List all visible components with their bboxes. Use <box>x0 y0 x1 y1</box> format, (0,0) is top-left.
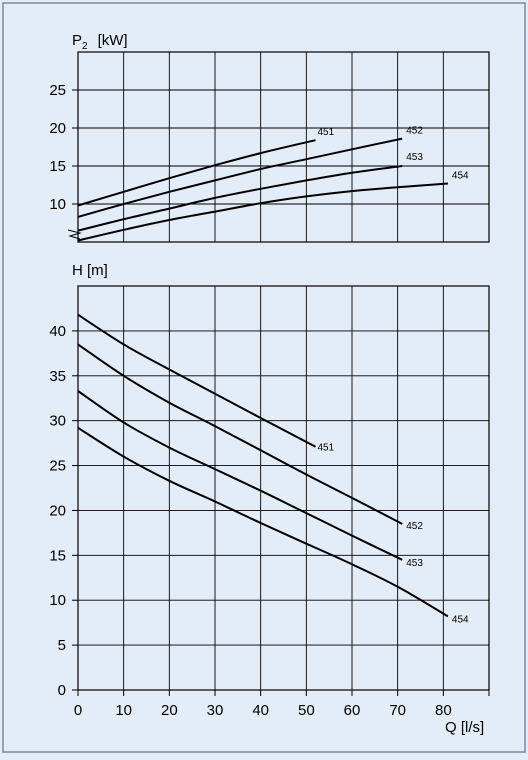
power-series-452-label: 452 <box>406 126 423 137</box>
head-xtick-label: 40 <box>252 702 269 719</box>
head-xtick-label: 70 <box>389 702 406 719</box>
head-series-452-label: 452 <box>406 521 423 532</box>
power-ylabel-unit: [kW] <box>98 32 128 49</box>
head-ytick-label: 10 <box>49 592 66 609</box>
power-ytick-label: 25 <box>49 82 66 99</box>
head-ytick-label: 35 <box>49 368 66 385</box>
head-xtick-label: 50 <box>298 702 315 719</box>
head-series-452-line <box>77 343 403 525</box>
head-series-454-label: 454 <box>452 614 469 625</box>
power-ytick-label: 10 <box>49 196 66 213</box>
head-xtick-label: 80 <box>435 702 452 719</box>
head-ytick-label: 0 <box>58 682 66 699</box>
head-xtick-label: 0 <box>74 702 82 719</box>
head-series-453-line <box>77 390 403 561</box>
power-series-454-line <box>77 182 448 242</box>
power-ylabel-sub: 2 <box>82 41 88 52</box>
head-frame <box>77 285 490 691</box>
head-ylabel: H [m] <box>72 262 108 279</box>
axis-break-marker <box>67 229 82 240</box>
head-ytick-label: 15 <box>49 547 66 564</box>
head-ytick-label: 25 <box>49 458 66 475</box>
power-panel: P2 [kW] 10 15 20 25 451 452 453 454 <box>49 32 490 243</box>
head-xtick-label: 30 <box>207 702 224 719</box>
power-ylabel: P2 [kW] <box>72 32 128 52</box>
power-series-454-label: 454 <box>452 170 469 181</box>
power-series-453-label: 453 <box>406 152 423 163</box>
head-ytick-label: 20 <box>49 502 66 519</box>
head-xtick-label: 60 <box>344 702 361 719</box>
head-plot-area <box>78 286 489 690</box>
head-xtick-label: 10 <box>115 702 132 719</box>
power-series-453-line <box>77 165 403 232</box>
head-series-454-line <box>77 426 449 618</box>
head-xtick-label: 20 <box>161 702 178 719</box>
power-ytick-label: 20 <box>49 120 66 137</box>
head-series-453-label: 453 <box>406 558 423 569</box>
head-series-451-label: 451 <box>317 443 334 454</box>
head-ytick-label: 5 <box>58 637 66 654</box>
head-ytick-label: 30 <box>49 413 66 430</box>
power-frame <box>77 51 490 243</box>
power-ylabel-main: P <box>72 32 82 49</box>
head-series-451-line <box>77 313 316 448</box>
power-series-451-line <box>77 139 316 207</box>
power-series-451-label: 451 <box>317 127 334 138</box>
x-axis-label: Q [l/s] <box>445 719 484 736</box>
head-panel: H [m] HT Q [l/s] 05101520253035400102030… <box>49 262 490 736</box>
power-series-452-line <box>77 137 403 218</box>
head-ytick-label: 40 <box>49 323 66 340</box>
power-ytick-label: 15 <box>49 158 66 175</box>
